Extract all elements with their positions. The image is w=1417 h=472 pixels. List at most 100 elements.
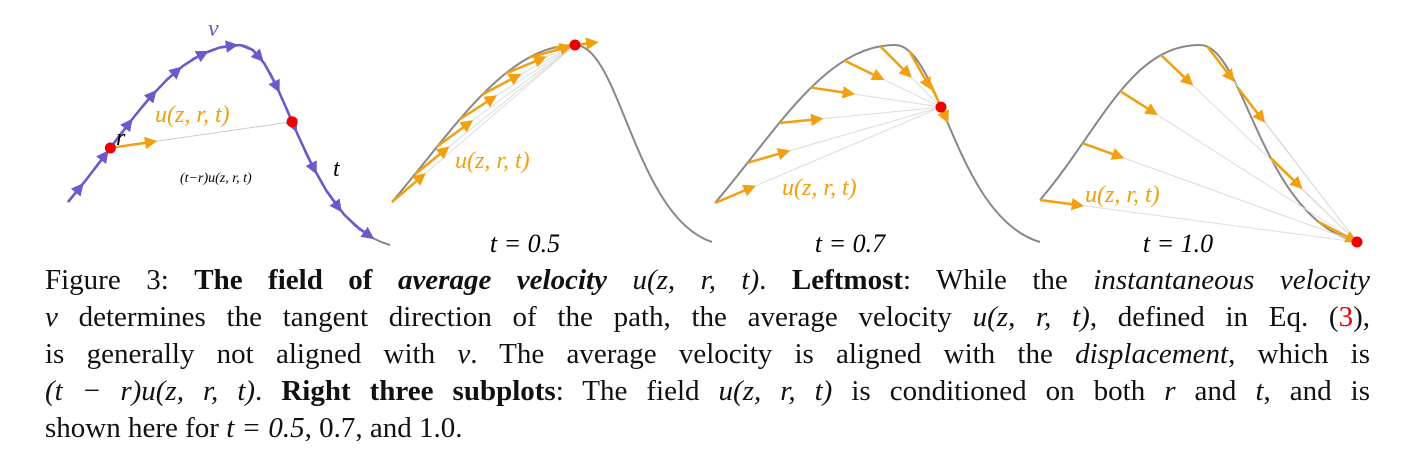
average-arrow xyxy=(928,82,949,124)
velocity-arrow xyxy=(67,182,84,203)
caption: Figure 3: The field of average velocity … xyxy=(45,262,1370,447)
curve xyxy=(1039,43,1358,243)
point xyxy=(1351,236,1363,248)
text: . xyxy=(255,375,282,407)
drawings xyxy=(67,37,1363,248)
text: ), xyxy=(1353,301,1370,333)
text: is conditioned on both xyxy=(832,375,1165,407)
text: , and is xyxy=(1263,375,1371,407)
displacement-label: (t−r)u(z, r, t) xyxy=(180,171,252,186)
average-arrow xyxy=(481,73,522,96)
figure: v u(z, r, t) r t (t−r)u(z, r, t) u(z, r,… xyxy=(67,16,1363,258)
caption-line: v determines the tangent direction of th… xyxy=(45,299,1370,336)
text: Right three subplots xyxy=(281,375,556,407)
text: shown here for xyxy=(45,412,227,444)
velocity-path xyxy=(67,43,362,231)
caption-line: shown here for t = 0.5, 0.7, and 1.0. xyxy=(45,410,1370,447)
math: v xyxy=(457,338,471,370)
average-arrow xyxy=(1160,54,1194,86)
average-arrow xyxy=(391,173,426,203)
text: determines the tangent direction of the … xyxy=(57,301,973,333)
average-arrow xyxy=(779,113,824,127)
velocity-arrow xyxy=(117,118,133,138)
caption-line: (t − r)u(z, r, t). Right three subplots:… xyxy=(45,373,1370,410)
average-label: u(z, r, t) xyxy=(455,148,530,174)
text: , xyxy=(304,412,320,444)
math: 0.7 xyxy=(319,412,356,444)
average-label: u(z, r, t) xyxy=(1085,182,1160,208)
average-arrow xyxy=(747,147,791,165)
average-arrow xyxy=(1236,86,1266,123)
text: . xyxy=(455,412,463,444)
text: instantaneous velocity xyxy=(1093,264,1371,296)
reference-link[interactable]: 3 xyxy=(1338,301,1354,333)
text: . xyxy=(759,264,792,296)
velocity-arrow xyxy=(92,150,109,171)
average-arrow xyxy=(459,95,498,121)
velocity-arrow xyxy=(141,89,157,108)
math: t = 0.5 xyxy=(226,412,305,444)
average-label: u(z, r, t) xyxy=(155,102,230,128)
math: 1.0 xyxy=(418,412,456,444)
average-arrow xyxy=(1082,142,1125,160)
time-label: t = 0.5 xyxy=(490,229,560,258)
point xyxy=(286,116,298,128)
displacement xyxy=(1082,142,1358,243)
caption-line: is generally not aligned with v. The ave… xyxy=(45,336,1370,373)
average-arrow xyxy=(1317,220,1358,243)
text: is generally not aligned with xyxy=(45,338,458,370)
average-arrow xyxy=(714,184,756,205)
average-arrow xyxy=(908,50,932,90)
text: Figure 3: xyxy=(45,264,195,296)
displacement xyxy=(1039,199,1358,243)
text: average velocity xyxy=(397,264,607,296)
text: , which is xyxy=(1228,338,1370,370)
math: u(z, r, t) xyxy=(718,375,833,407)
displacement xyxy=(1120,90,1358,243)
average-label: u(z, r, t) xyxy=(782,175,857,201)
end-label: t xyxy=(333,156,341,182)
velocity-arrow xyxy=(303,149,317,175)
velocity-label: v xyxy=(208,16,219,42)
curve xyxy=(714,43,1041,243)
point xyxy=(104,142,116,154)
text: : The field xyxy=(555,375,719,407)
math: v xyxy=(45,301,58,333)
average-arrow xyxy=(1206,45,1235,82)
math: u(z, r, t) xyxy=(632,264,760,296)
math: r xyxy=(1164,375,1176,407)
velocity-arrow xyxy=(325,190,342,213)
average-arrow xyxy=(1269,157,1303,189)
point xyxy=(569,39,581,51)
velocity-arrow xyxy=(165,66,182,82)
text: The field of xyxy=(194,264,398,296)
start-label: r xyxy=(116,125,126,151)
text: , defined in Eq. ( xyxy=(1089,301,1339,333)
text: and xyxy=(1175,375,1256,407)
text: , and xyxy=(355,412,419,444)
time-label: t = 0.7 xyxy=(815,229,886,258)
caption-line: Figure 3: The field of average velocity … xyxy=(45,262,1370,299)
average-arrow xyxy=(504,55,547,75)
average-arrow xyxy=(1119,90,1158,116)
average-arrow xyxy=(436,120,474,148)
text: : While the xyxy=(903,264,1094,296)
velocity-arrow xyxy=(353,223,375,240)
time-label: t = 1.0 xyxy=(1143,229,1213,258)
math: u(z, r, t) xyxy=(972,301,1090,333)
text: . The average velocity is aligned with t… xyxy=(470,338,1076,370)
velocity-arrow xyxy=(250,48,264,62)
text: displacement xyxy=(1075,338,1229,370)
point xyxy=(935,101,947,113)
average-arrow xyxy=(110,136,158,150)
text xyxy=(607,264,632,296)
velocity-arrow xyxy=(191,50,209,63)
text: Leftmost xyxy=(791,264,904,296)
average-arrow xyxy=(1039,198,1085,211)
average-arrow xyxy=(529,42,573,59)
velocity-arrow xyxy=(268,72,280,93)
math: (t − r)u(z, r, t) xyxy=(45,375,256,407)
math: t xyxy=(1255,375,1264,407)
velocity-arrow xyxy=(219,40,239,53)
